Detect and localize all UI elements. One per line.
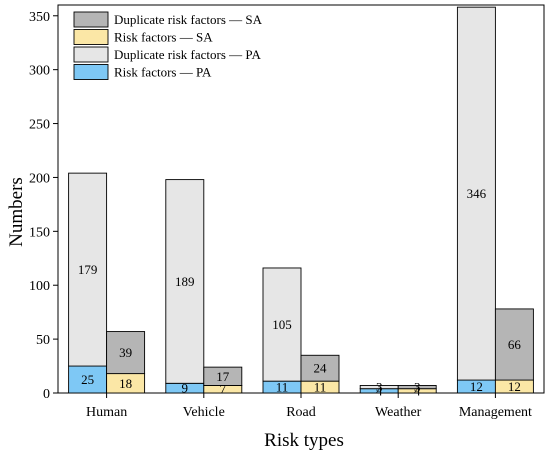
y-tick-label: 50 bbox=[36, 333, 50, 348]
bar-value-label: 3 bbox=[414, 380, 421, 395]
legend-label: Risk factors — PA bbox=[114, 65, 212, 80]
legend-swatch bbox=[73, 29, 109, 45]
bar-value-label: 7 bbox=[220, 382, 227, 397]
x-tick-label: Weather bbox=[375, 405, 422, 420]
bar-value-label: 346 bbox=[467, 186, 487, 201]
axis-ticks: 0 50 100 150 200 250 300 350 Human Vehicle Road Wea… bbox=[29, 10, 532, 420]
bar-segment bbox=[203, 366, 243, 386]
bar-segment bbox=[397, 385, 437, 390]
legend-swatch bbox=[73, 64, 109, 80]
bar-segment bbox=[494, 308, 534, 381]
bar-value-label: 3 bbox=[376, 380, 383, 395]
bars bbox=[68, 6, 534, 394]
bar-value-label: 179 bbox=[78, 262, 98, 277]
y-tick-label: 150 bbox=[29, 225, 50, 240]
bar-value-label: 4 bbox=[376, 383, 383, 398]
y-tick-label: 0 bbox=[43, 387, 50, 402]
bar-value-label: 12 bbox=[508, 379, 521, 394]
bar-value-label: 189 bbox=[175, 274, 195, 289]
legend: Duplicate risk factors — SA Risk factors … bbox=[73, 11, 263, 80]
x-tick-label: Human bbox=[86, 405, 127, 420]
legend-swatch bbox=[73, 46, 109, 63]
bar-value-label: 17 bbox=[216, 369, 230, 384]
bar-value-label: 12 bbox=[470, 379, 483, 394]
x-tick-label: Management bbox=[459, 405, 532, 420]
x-axis-title: Risk types bbox=[264, 430, 344, 451]
bar-value-label: 11 bbox=[276, 380, 289, 395]
y-tick-label: 300 bbox=[29, 64, 50, 79]
y-tick-label: 250 bbox=[29, 118, 50, 133]
legend-label: Duplicate risk factors — SA bbox=[114, 12, 263, 27]
bar-value-label: 4 bbox=[414, 383, 421, 398]
legend-label: Duplicate risk factors — PA bbox=[114, 47, 261, 62]
bar-value-label: 9 bbox=[182, 381, 189, 396]
bar-segment bbox=[165, 179, 205, 384]
bar-value-label: 66 bbox=[508, 337, 522, 352]
bar-value-label: 105 bbox=[272, 317, 292, 332]
bar-value-label: 25 bbox=[81, 372, 94, 387]
bar-value-label: 18 bbox=[119, 376, 132, 391]
x-tick-label: Vehicle bbox=[183, 405, 225, 420]
bar-segment bbox=[68, 172, 108, 367]
bar-value-label: 11 bbox=[314, 380, 327, 395]
legend-label: Risk factors — SA bbox=[114, 30, 213, 45]
legend-swatch bbox=[73, 11, 109, 28]
x-tick-label: Road bbox=[286, 405, 316, 420]
y-tick-label: 350 bbox=[29, 10, 50, 25]
bar-segment bbox=[456, 6, 496, 381]
y-tick-label: 100 bbox=[29, 279, 50, 294]
bar-segment bbox=[106, 331, 146, 375]
bar-value-label: 24 bbox=[314, 361, 328, 376]
bar-value-label: 39 bbox=[119, 345, 132, 360]
bar-segment bbox=[262, 267, 302, 382]
bar-segment bbox=[300, 354, 340, 382]
y-axis-title: Numbers bbox=[6, 177, 27, 247]
y-tick-label: 200 bbox=[29, 171, 50, 186]
